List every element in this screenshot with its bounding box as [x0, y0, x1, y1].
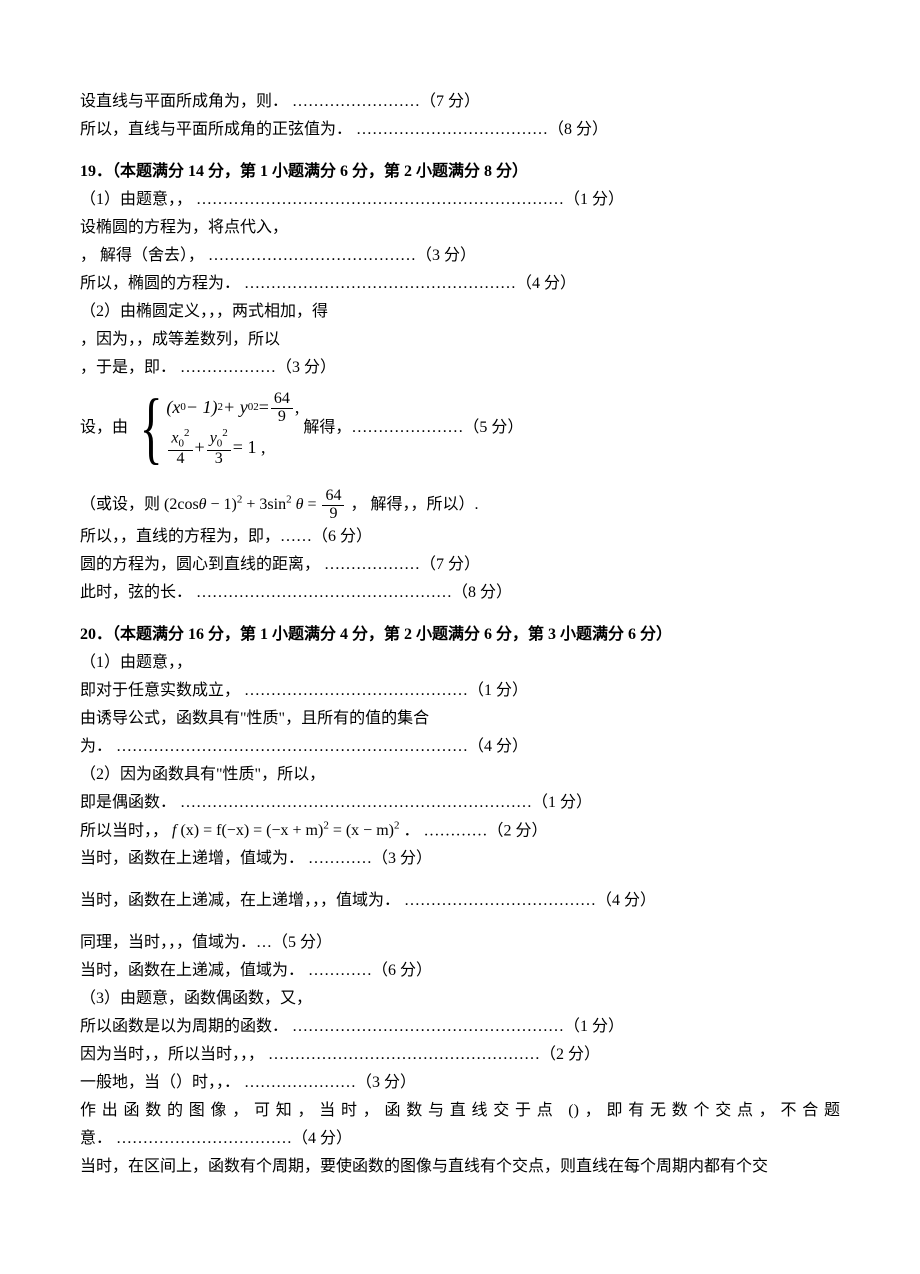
q19-heading: 19．（本题满分 14 分，第 1 小题满分 6 分，第 2 小题满分 8 分）: [80, 158, 840, 186]
q20-l4: 为． …………………………………………………………（4 分）: [80, 733, 840, 761]
q20-l8: 当时，函数在上递增，值域为． …………（3 分）: [80, 845, 840, 873]
q19-l10: 此时，弦的长． …………………………………………（8 分）: [80, 579, 840, 607]
q19-l6: ，因为，，成等差数列，所以: [80, 326, 840, 354]
q20-l2: 即对于任意实数成立， ……………………………………（1 分）: [80, 677, 840, 705]
left-brace-icon: {: [140, 388, 163, 468]
q20-l9: 当时，函数在上递减，在上递增，，，值域为． ………………………………（4 分）: [80, 887, 840, 915]
sr2-f1-den: 4: [173, 451, 187, 468]
alt-den: 9: [326, 506, 340, 523]
sr1-num: 64: [271, 391, 293, 409]
q19-alt-math: (2cosθ − 1)2 + 3sin2 θ = 64 9: [164, 496, 350, 513]
q19-alt-prefix: （或设，则: [80, 496, 164, 513]
q20-l12: （3）由题意，函数偶函数，又，: [80, 985, 840, 1013]
q19-l4: 所以，椭圆的方程为． ……………………………………………（4 分）: [80, 270, 840, 298]
q20-heading: 20．（本题满分 16 分，第 1 小题满分 4 分，第 2 小题满分 6 分，…: [80, 621, 840, 649]
sr1-tail: ,: [295, 392, 300, 424]
sr1-den: 9: [275, 409, 289, 426]
q19-l8: 所以，，直线的方程为，即，……（6 分）: [80, 523, 840, 551]
gap-1: [80, 144, 840, 158]
q20-l1: （1）由题意，，: [80, 649, 840, 677]
alt-b: − 1): [211, 496, 237, 513]
alt-frac: 64 9: [322, 488, 344, 523]
q19-system: 设，由 { (x0 − 1)2 + y02 = 64 9 , x02 4: [80, 388, 840, 468]
q20-l16b: 意． ……………………………（4 分）: [80, 1125, 840, 1153]
brace-rows: (x0 − 1)2 + y02 = 64 9 , x02 4 + y02: [166, 388, 299, 468]
sr2-frac2: y02 3: [207, 428, 231, 468]
q19-alt-suffix: ， 解得，，所以）.: [350, 496, 478, 513]
sr1-frac: 64 9: [271, 391, 293, 426]
sr1-a: (x: [166, 392, 180, 424]
q20-l7: 所以当时，， f (x) = f(−x) = (−x + m)2 = (x − …: [80, 817, 840, 845]
q20-l7-suffix: ． …………（2 分）: [403, 822, 547, 839]
q20-l10: 同理，当时，，，值域为．…（5 分）: [80, 929, 840, 957]
q20-l14: 因为当时，，所以当时，，， ……………………………………………（2 分）: [80, 1041, 840, 1069]
q20-l6: 即是偶函数． …………………………………………………………（1 分）: [80, 789, 840, 817]
q20-l7-prefix: 所以当时，，: [80, 822, 172, 839]
sr2-f1-num: x02: [168, 428, 192, 451]
gap-3b: [80, 915, 840, 929]
q19-l3: ， 解得（舍去）， …………………………………（3 分）: [80, 242, 840, 270]
system-row-1: (x0 − 1)2 + y02 = 64 9 ,: [166, 390, 299, 426]
q20-l17: 当时，在区间上，函数有个周期，要使函数的图像与直线有个交点，则直线在每个周期内都…: [80, 1153, 840, 1181]
q19-l9: 圆的方程为，圆心到直线的距离， ………………（7 分）: [80, 551, 840, 579]
q20-l11: 当时，函数在上递减，值域为． …………（6 分）: [80, 957, 840, 985]
q20-l3: 由诱导公式，函数具有"性质"，且所有的值的集合: [80, 705, 840, 733]
q19-l7: ，于是，即． ………………（3 分）: [80, 354, 840, 382]
q20-l5: （2）因为函数具有"性质"，所以，: [80, 761, 840, 789]
q19-system-suffix: 解得，…………………（5 分）: [303, 414, 523, 442]
q20-l16a: 作出函数的图像，可知，当时，函数与直线交于点 ()，即有无数个交点，不合题: [80, 1097, 840, 1125]
sr2-eq: = 1 ,: [233, 432, 266, 464]
q19-l2: 设椭圆的方程为，将点代入，: [80, 214, 840, 242]
q19-l5: （2）由椭圆定义，，，两式相加，得: [80, 298, 840, 326]
alt-eq: =: [307, 496, 320, 513]
q19-system-prefix: 设，由: [80, 414, 128, 442]
q19-l1: （1）由题意，， ……………………………………………………………（1 分）: [80, 186, 840, 214]
sr2-frac1: x02 4: [168, 428, 192, 468]
alt-num: 64: [322, 488, 344, 506]
system-row-2: x02 4 + y02 3 = 1 ,: [166, 430, 299, 466]
gap-3a: [80, 873, 840, 887]
q20-l7-math: f (x) = f(−x) = (−x + m)2 = (x − m)2: [172, 822, 403, 839]
alt-a: (2cos: [164, 496, 199, 513]
alt-c: + 3sin: [246, 496, 286, 513]
q20-l15: 一般地，当（）时，，． …………………（3 分）: [80, 1069, 840, 1097]
q20-l13: 所以函数是以为周期的函数． ……………………………………………（1 分）: [80, 1013, 840, 1041]
brace-wrap: { (x0 − 1)2 + y02 = 64 9 , x02 4 +: [132, 388, 299, 468]
l7-b: (x) = f(−x) = (−x + m): [180, 822, 323, 839]
l7-c: = (x − m): [333, 822, 394, 839]
gap-2: [80, 607, 840, 621]
q19-alt: （或设，则 (2cosθ − 1)2 + 3sin2 θ = 64 9 ， 解得…: [80, 488, 840, 523]
sr1-c: + y: [223, 392, 248, 424]
gap-sys: [80, 474, 840, 488]
sr1-eq: =: [259, 392, 269, 424]
pre-line-1: 设直线与平面所成角为，则． ……………………（7 分）: [80, 88, 840, 116]
sr2-f2-num: y02: [207, 428, 231, 451]
l7-a: f: [172, 822, 176, 839]
pre-line-2: 所以，直线与平面所成角的正弦值为． ………………………………（8 分）: [80, 116, 840, 144]
sr1-b: − 1): [186, 392, 218, 424]
sr2-f2-den: 3: [212, 451, 226, 468]
sr2-plus: +: [195, 432, 205, 464]
